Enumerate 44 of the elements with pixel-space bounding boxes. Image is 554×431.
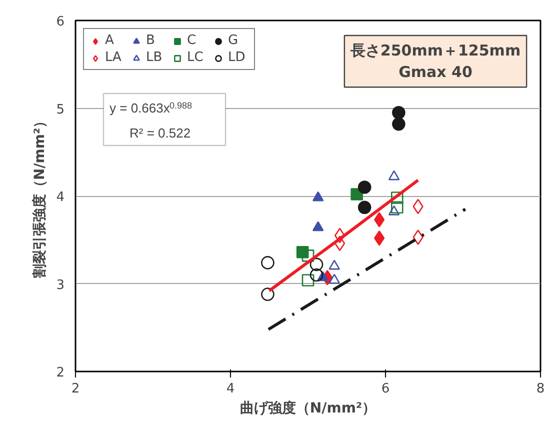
- point: [390, 201, 404, 214]
- point: [302, 274, 314, 286]
- point: [310, 268, 324, 282]
- y-tick-label: 4: [56, 190, 65, 205]
- legend-label: A: [105, 33, 115, 48]
- point: [261, 288, 274, 301]
- x-tick-label: 6: [381, 382, 390, 396]
- y-tick-label: 5: [56, 102, 65, 118]
- point: [334, 236, 346, 252]
- point: [388, 170, 400, 180]
- legend-label: LC: [187, 50, 204, 65]
- annotation: Gmax 40: [398, 63, 472, 82]
- y-axis-title: 割裂引張強度（N/mm²）: [31, 114, 48, 280]
- legend-label: G: [228, 33, 240, 48]
- x-tick-label: 4: [226, 382, 235, 396]
- point: [310, 258, 324, 272]
- point: [312, 191, 324, 202]
- point: [328, 260, 340, 270]
- y-tick-label: 2: [56, 366, 65, 380]
- legend-label: C: [187, 33, 198, 48]
- point: [392, 117, 406, 131]
- point: [358, 180, 372, 194]
- point: [312, 221, 324, 232]
- point: [392, 106, 406, 120]
- y-tick-label: 6: [56, 14, 65, 30]
- legend-label: LA: [105, 50, 122, 65]
- x-axis-title: 曲げ強度（N/mm²）: [240, 400, 376, 416]
- x-tick-label: 2: [71, 382, 80, 396]
- legend-label: B: [146, 33, 156, 48]
- point: [390, 192, 404, 204]
- point: [374, 212, 385, 228]
- point: [328, 274, 340, 284]
- legend-label: LD: [228, 50, 246, 65]
- legend-label: LB: [146, 50, 164, 65]
- y-tick-label: 3: [56, 278, 65, 293]
- point: [374, 230, 385, 246]
- point: [412, 230, 424, 245]
- annotation: 長さ250mm＋125mm: [349, 42, 521, 60]
- annotation: R² = 0.522: [130, 126, 191, 140]
- point: [388, 205, 400, 216]
- point: [358, 200, 372, 214]
- x-tick-label: 8: [536, 382, 545, 396]
- point: [261, 256, 274, 270]
- point: [334, 228, 346, 244]
